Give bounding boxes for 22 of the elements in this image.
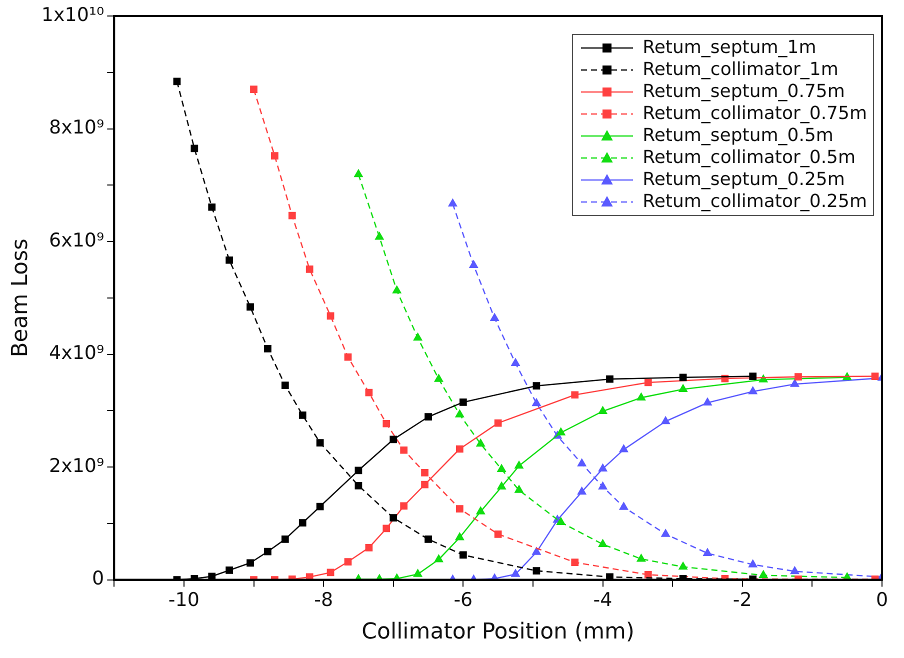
legend-label: Retum_septum_0.25m [642,169,845,191]
x-tick-label: -2 [732,589,752,612]
x-tick-label: -4 [593,589,612,612]
y-tick-label: 2x10⁹ [49,454,104,477]
y-axis-title: Beam Loss [8,238,33,358]
x-tick-label: -6 [454,589,473,612]
y-tick-label: 1x10¹⁰ [41,4,104,26]
y-tick-label: 4x10⁹ [49,342,104,364]
legend-label: Retum_septum_0.75m [642,81,845,103]
x-tick-label: 0 [876,589,888,612]
y-tick-label: 0 [92,568,104,590]
x-tick-label: -10 [168,589,200,612]
legend-label: Retum_collimator_0.5m [642,147,856,169]
legend-label: Retum_septum_1m [642,37,816,59]
legend-label: Retum_collimator_1m [642,59,838,81]
x-tick-label: -8 [314,589,334,612]
legend-label: Retum_collimator_0.75m [642,103,867,125]
legend-label: Retum_septum_0.5m [642,125,834,147]
y-tick-label: 6x10⁹ [49,229,104,252]
x-axis-title: Collimator Position (mm) [362,620,635,645]
legend-label: Retum_collimator_0.25m [642,191,867,213]
y-tick-label: 8x10⁹ [49,116,104,139]
